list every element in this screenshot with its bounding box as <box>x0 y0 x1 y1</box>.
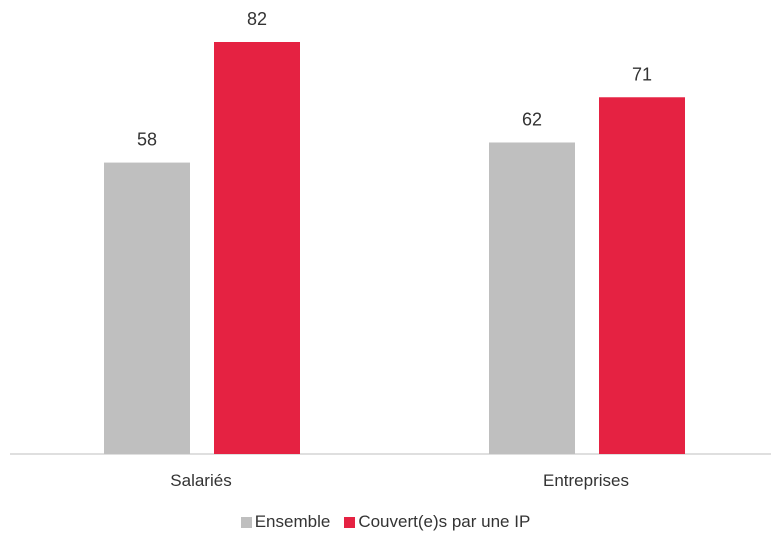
legend-swatch-ip <box>344 516 356 528</box>
legend-item-ip: Couvert(e)s par une IP <box>344 512 530 532</box>
legend-swatch-ensemble <box>240 516 252 528</box>
value-labels-group: 58 82 62 71 <box>137 9 652 150</box>
category-label-1: Entreprises <box>543 471 629 490</box>
bar-salariés-series-1 <box>214 42 300 454</box>
value-label-salariés-series-0: 58 <box>137 130 157 150</box>
value-label-entreprises-series-1: 71 <box>632 64 652 84</box>
bars-group <box>104 42 685 455</box>
legend-label-ensemble: Ensemble <box>254 512 331 531</box>
bar-entreprises-series-1 <box>599 97 685 454</box>
category-label-0: Salariés <box>170 471 231 490</box>
category-labels-group: Salariés Entreprises <box>170 471 629 490</box>
legend-item-ensemble: Ensemble <box>240 512 331 532</box>
legend: Ensemble Couvert(e)s par une IP <box>0 512 771 532</box>
value-label-salariés-series-1: 82 <box>247 9 267 29</box>
bar-entreprises-series-0 <box>489 142 575 455</box>
value-label-entreprises-series-0: 62 <box>522 109 542 129</box>
bar-salariés-series-0 <box>104 162 190 454</box>
legend-label-ip: Couvert(e)s par une IP <box>358 512 531 531</box>
bar-chart: 58 82 62 71 Salariés Entreprises <box>10 9 771 490</box>
